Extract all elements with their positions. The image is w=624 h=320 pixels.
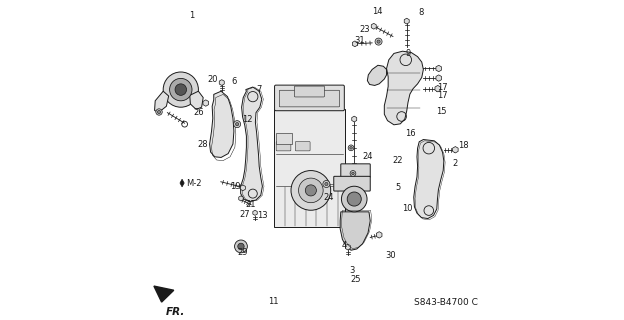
Polygon shape	[436, 75, 442, 81]
FancyBboxPatch shape	[276, 141, 291, 151]
Text: 9: 9	[406, 49, 411, 58]
Circle shape	[323, 180, 330, 188]
Text: 1: 1	[189, 12, 194, 20]
Text: 19: 19	[230, 182, 241, 191]
Polygon shape	[352, 116, 357, 122]
Text: 13: 13	[257, 211, 268, 220]
Text: 30: 30	[385, 251, 396, 260]
Circle shape	[233, 121, 241, 128]
Polygon shape	[435, 85, 441, 92]
Polygon shape	[240, 185, 245, 191]
Circle shape	[156, 109, 162, 115]
Circle shape	[291, 171, 331, 210]
Text: 20: 20	[207, 75, 218, 84]
Circle shape	[350, 147, 353, 149]
Circle shape	[235, 123, 239, 126]
Polygon shape	[154, 286, 173, 302]
Text: 5: 5	[396, 183, 401, 192]
Circle shape	[350, 171, 356, 176]
FancyBboxPatch shape	[276, 133, 292, 144]
Text: 29: 29	[238, 248, 248, 257]
Text: 23: 23	[359, 25, 370, 34]
Polygon shape	[376, 232, 382, 238]
Circle shape	[175, 84, 187, 95]
Text: 17: 17	[437, 92, 448, 100]
Text: 15: 15	[436, 107, 446, 116]
Text: S843-B4700 C: S843-B4700 C	[414, 298, 478, 307]
Text: 31: 31	[354, 36, 365, 45]
Text: 11: 11	[268, 297, 278, 306]
Text: 28: 28	[197, 140, 208, 149]
FancyBboxPatch shape	[295, 141, 310, 151]
Polygon shape	[371, 23, 376, 29]
Text: 10: 10	[402, 204, 412, 213]
Circle shape	[163, 72, 198, 107]
Polygon shape	[340, 212, 370, 250]
Text: 2: 2	[453, 159, 458, 168]
Circle shape	[170, 78, 192, 101]
FancyBboxPatch shape	[334, 176, 370, 191]
FancyBboxPatch shape	[280, 90, 339, 107]
Text: 7: 7	[256, 85, 261, 94]
FancyBboxPatch shape	[295, 86, 324, 97]
Text: M-2: M-2	[187, 179, 202, 188]
Text: 6: 6	[232, 77, 236, 86]
Circle shape	[298, 178, 323, 203]
Text: 22: 22	[392, 156, 403, 165]
Polygon shape	[384, 51, 423, 125]
Polygon shape	[436, 65, 442, 72]
Circle shape	[341, 186, 367, 212]
Text: 25: 25	[351, 275, 361, 284]
Text: 17: 17	[437, 83, 448, 92]
Polygon shape	[155, 91, 168, 113]
Text: 27: 27	[239, 210, 250, 219]
Polygon shape	[203, 100, 208, 106]
Circle shape	[235, 240, 247, 253]
Polygon shape	[239, 196, 243, 201]
Circle shape	[375, 38, 382, 45]
Polygon shape	[345, 244, 350, 250]
Text: 26: 26	[193, 108, 203, 117]
FancyBboxPatch shape	[275, 85, 344, 111]
Text: 14: 14	[372, 7, 383, 16]
Polygon shape	[219, 80, 224, 85]
Text: 18: 18	[457, 141, 468, 150]
Circle shape	[348, 145, 354, 151]
Circle shape	[325, 182, 328, 186]
Circle shape	[157, 110, 160, 114]
Polygon shape	[190, 91, 203, 109]
Text: FR.: FR.	[166, 307, 185, 317]
Text: 12: 12	[241, 115, 252, 124]
Text: 24: 24	[363, 152, 373, 161]
Text: 24: 24	[323, 193, 334, 202]
Polygon shape	[368, 65, 386, 85]
Text: 16: 16	[406, 129, 416, 138]
Polygon shape	[414, 140, 444, 219]
Circle shape	[377, 40, 380, 43]
Circle shape	[238, 243, 244, 250]
Polygon shape	[241, 87, 263, 202]
Circle shape	[305, 185, 316, 196]
Text: 4: 4	[341, 241, 347, 250]
Polygon shape	[452, 147, 458, 153]
Polygon shape	[210, 91, 234, 157]
Text: 3: 3	[350, 266, 355, 275]
Polygon shape	[353, 41, 358, 47]
Polygon shape	[404, 18, 409, 24]
Circle shape	[352, 172, 354, 175]
FancyBboxPatch shape	[274, 109, 344, 227]
Polygon shape	[253, 210, 257, 215]
FancyBboxPatch shape	[341, 164, 370, 177]
Circle shape	[347, 192, 361, 206]
Text: 8: 8	[419, 8, 424, 17]
Text: 21: 21	[245, 200, 256, 209]
Polygon shape	[180, 179, 184, 187]
